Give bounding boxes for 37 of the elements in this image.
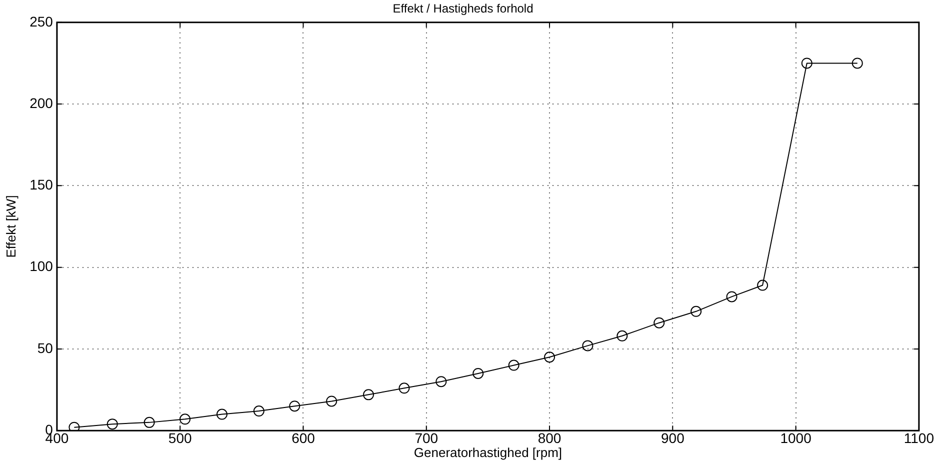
y-tick-label: 250	[30, 13, 54, 30]
point	[216, 408, 228, 420]
x-tick-label: 700	[414, 430, 438, 446]
point	[472, 368, 484, 379]
chart-title: Effekt / Hastigheds forhold	[392, 2, 534, 16]
point	[106, 418, 118, 430]
y-tick-label: 200	[30, 94, 54, 111]
point	[654, 317, 665, 328]
point	[436, 376, 447, 388]
point	[852, 58, 863, 69]
point	[326, 396, 338, 407]
point	[757, 280, 768, 291]
point	[801, 58, 812, 69]
point	[398, 382, 410, 394]
y-tick-label: 100	[30, 258, 54, 274]
point	[289, 400, 300, 412]
point	[726, 291, 738, 302]
x-tick-label: 500	[168, 430, 192, 446]
point	[616, 330, 628, 342]
point	[690, 306, 702, 317]
point	[363, 389, 374, 400]
y-axis-title: Effekt [kW]	[3, 195, 18, 258]
point	[144, 416, 155, 428]
point	[180, 414, 191, 425]
y-tick-label: 150	[30, 176, 54, 193]
x-tick-label: 600	[292, 430, 316, 446]
point	[508, 360, 520, 371]
x-tick-label: 1000	[780, 430, 812, 446]
point	[544, 352, 556, 363]
point	[68, 422, 80, 431]
point	[582, 340, 594, 352]
x-tick-label: 1100	[904, 430, 934, 446]
x-tick-label: 800	[538, 430, 562, 446]
y-tick-label: 50	[37, 340, 54, 356]
point	[253, 406, 264, 417]
x-axis-title: Generatorhastighed [rpm]	[414, 444, 562, 460]
x-tick-label: 900	[660, 430, 685, 446]
